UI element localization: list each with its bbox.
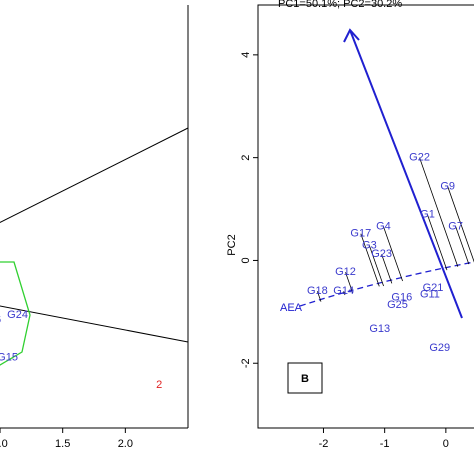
projection-line: [427, 214, 448, 271]
x-tick-label: -1: [380, 438, 390, 450]
polygon: [0, 261, 31, 366]
projection-line: [360, 233, 380, 287]
x-tick-label: 2.0: [118, 438, 133, 450]
aea-arrow: [349, 29, 463, 319]
point-label: 2: [156, 379, 162, 391]
point-label: G15: [0, 351, 18, 363]
aea-abscissa: [299, 261, 474, 307]
projection-line: [383, 226, 403, 282]
point-label: G1: [420, 209, 435, 221]
point-label: G29: [429, 342, 450, 354]
panel-label: B: [301, 373, 309, 385]
sector-line: [0, 305, 189, 343]
point-label: G16: [391, 291, 412, 303]
point-label: G12: [335, 266, 356, 278]
point-label: G25: [387, 299, 408, 311]
panel-border: [257, 4, 474, 429]
panel-label-box: [287, 362, 323, 394]
point-label: G17: [350, 228, 371, 240]
chart-title: PC1=50.1%; PC2=30.2%: [278, 0, 402, 10]
projection-line: [381, 254, 393, 284]
left-panel-decor: [0, 5, 189, 429]
point-label: G3: [362, 239, 377, 251]
point-label: G21: [423, 282, 444, 294]
y-tick-label: 0: [240, 257, 252, 263]
projection-line: [368, 245, 384, 287]
point-label: G6: [0, 314, 1, 326]
point-label: G7: [448, 220, 463, 232]
sector-line: [0, 127, 189, 224]
projection-line: [343, 291, 346, 296]
point-label: G13: [369, 323, 390, 335]
point-label: G18: [307, 285, 328, 297]
projection-line: [316, 291, 322, 302]
projection-line: [455, 226, 470, 265]
y-tick-label: 2: [240, 155, 252, 161]
point-label: G9: [440, 180, 455, 192]
projection-line: [345, 272, 354, 294]
point-label: G11: [420, 288, 440, 300]
x-tick-label: 1.5: [55, 438, 70, 450]
point-label: G24: [7, 309, 28, 321]
y-tick-label: 4: [240, 52, 252, 58]
x-tick-label: -2: [319, 438, 329, 450]
arrow-head: [343, 28, 360, 43]
aea-label: AEA: [280, 302, 303, 314]
point-label: G4: [376, 220, 391, 232]
point-label: G14: [333, 285, 354, 297]
projection-line: [447, 186, 474, 263]
point-label: G22: [409, 152, 430, 164]
y-axis-label: PC2: [226, 234, 238, 255]
point-label: G23: [371, 248, 392, 260]
x-tick-label: 0: [443, 438, 449, 450]
right-panel-decor: [257, 4, 474, 429]
y-tick-label: -2: [240, 358, 252, 368]
x-tick-label: 1.0: [0, 438, 8, 450]
projection-line: [419, 157, 459, 267]
